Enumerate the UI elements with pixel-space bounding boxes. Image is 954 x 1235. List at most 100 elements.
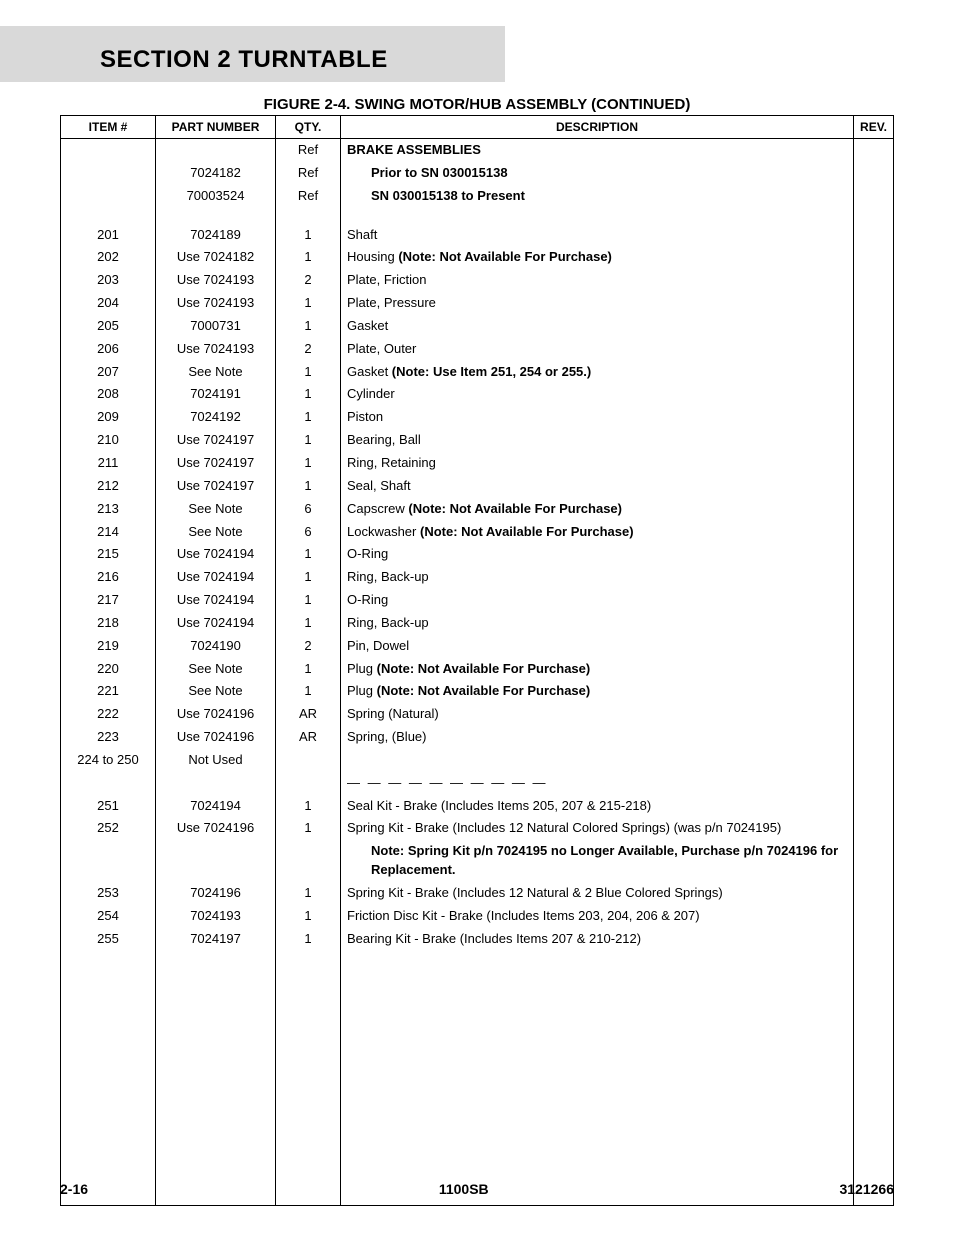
cell-desc: Ring, Back-up bbox=[341, 612, 854, 635]
table-row: 7024182RefPrior to SN 030015138 bbox=[61, 162, 894, 185]
cell-desc: Shaft bbox=[341, 224, 854, 247]
cell-qty: 1 bbox=[276, 882, 341, 905]
cell-qty: 1 bbox=[276, 928, 341, 951]
table-row bbox=[61, 208, 894, 224]
cell-qty: 1 bbox=[276, 795, 341, 818]
table-row: 20970241921Piston bbox=[61, 406, 894, 429]
cell-part: Use 7024196 bbox=[156, 817, 276, 840]
cell-desc: Capscrew (Note: Not Available For Purcha… bbox=[341, 498, 854, 521]
cell-rev bbox=[854, 406, 894, 429]
table-row: 21970241902Pin, Dowel bbox=[61, 635, 894, 658]
cell-part: 7024194 bbox=[156, 795, 276, 818]
table-row: 223Use 7024196ARSpring, (Blue) bbox=[61, 726, 894, 749]
cell-desc: Spring Kit - Brake (Includes 12 Natural … bbox=[341, 817, 854, 840]
table-row: 212Use 70241971Seal, Shaft bbox=[61, 475, 894, 498]
page: SECTION 2 TURNTABLE FIGURE 2-4. SWING MO… bbox=[0, 0, 954, 1235]
table-row: 215Use 70241941O-Ring bbox=[61, 543, 894, 566]
table-row: — — — — — — — — — — bbox=[61, 772, 894, 795]
cell-qty: AR bbox=[276, 703, 341, 726]
cell-part: Not Used bbox=[156, 749, 276, 772]
table-filler bbox=[61, 951, 894, 1206]
cell-qty: 1 bbox=[276, 905, 341, 928]
cell-part: Use 7024194 bbox=[156, 589, 276, 612]
table-row: 25470241931Friction Disc Kit - Brake (In… bbox=[61, 905, 894, 928]
cell-item: 218 bbox=[61, 612, 156, 635]
table-row: 213See Note6Capscrew (Note: Not Availabl… bbox=[61, 498, 894, 521]
cell-rev bbox=[854, 383, 894, 406]
table-row: 204Use 70241931Plate, Pressure bbox=[61, 292, 894, 315]
cell-desc: Plate, Outer bbox=[341, 338, 854, 361]
cell-rev bbox=[854, 315, 894, 338]
table-row: 220See Note1Plug (Note: Not Available Fo… bbox=[61, 658, 894, 681]
cell-part: Use 7024194 bbox=[156, 612, 276, 635]
cell-part: 7000731 bbox=[156, 315, 276, 338]
cell-item bbox=[61, 139, 156, 162]
cell-item: 222 bbox=[61, 703, 156, 726]
cell-desc: Plug (Note: Not Available For Purchase) bbox=[341, 680, 854, 703]
cell-qty: Ref bbox=[276, 139, 341, 162]
cell-qty: Ref bbox=[276, 162, 341, 185]
cell-desc: Bearing Kit - Brake (Includes Items 207 … bbox=[341, 928, 854, 951]
cell-part: Use 7024194 bbox=[156, 543, 276, 566]
cell-item: 224 to 250 bbox=[61, 749, 156, 772]
cell-qty: 2 bbox=[276, 269, 341, 292]
cell-qty: 2 bbox=[276, 635, 341, 658]
table-row: 70003524RefSN 030015138 to Present bbox=[61, 185, 894, 208]
table-row: 206Use 70241932Plate, Outer bbox=[61, 338, 894, 361]
cell-rev bbox=[854, 139, 894, 162]
cell-qty bbox=[276, 840, 341, 882]
cell-item: 215 bbox=[61, 543, 156, 566]
cell-rev bbox=[854, 475, 894, 498]
cell-item: 205 bbox=[61, 315, 156, 338]
table-row: 210Use 70241971Bearing, Ball bbox=[61, 429, 894, 452]
cell-desc: Piston bbox=[341, 406, 854, 429]
cell-rev bbox=[854, 498, 894, 521]
cell-rev bbox=[854, 840, 894, 882]
cell-qty: AR bbox=[276, 726, 341, 749]
col-desc: DESCRIPTION bbox=[341, 116, 854, 139]
cell-part: Use 7024193 bbox=[156, 269, 276, 292]
table-row: 207See Note1Gasket (Note: Use Item 251, … bbox=[61, 361, 894, 384]
cell-qty: 1 bbox=[276, 817, 341, 840]
cell-part: Use 7024197 bbox=[156, 452, 276, 475]
cell-item: 202 bbox=[61, 246, 156, 269]
cell-item: 223 bbox=[61, 726, 156, 749]
cell-item: 206 bbox=[61, 338, 156, 361]
cell-qty: 1 bbox=[276, 224, 341, 247]
cell-rev bbox=[854, 162, 894, 185]
cell-item: 207 bbox=[61, 361, 156, 384]
cell-desc: Note: Spring Kit p/n 7024195 no Longer A… bbox=[341, 840, 854, 882]
cell-desc: Bearing, Ball bbox=[341, 429, 854, 452]
cell-part: 7024192 bbox=[156, 406, 276, 429]
cell-item: 252 bbox=[61, 817, 156, 840]
cell-part: 7024190 bbox=[156, 635, 276, 658]
cell-rev bbox=[854, 589, 894, 612]
cell-rev bbox=[854, 703, 894, 726]
footer-center: 1100SB bbox=[439, 1181, 489, 1197]
cell-qty: 1 bbox=[276, 612, 341, 635]
cell-qty: 1 bbox=[276, 452, 341, 475]
col-rev: REV. bbox=[854, 116, 894, 139]
cell-qty: 1 bbox=[276, 543, 341, 566]
cell-desc: Ring, Retaining bbox=[341, 452, 854, 475]
cell-desc: Spring (Natural) bbox=[341, 703, 854, 726]
cell-part: Use 7024193 bbox=[156, 292, 276, 315]
cell-part: 70003524 bbox=[156, 185, 276, 208]
cell-desc: Plate, Friction bbox=[341, 269, 854, 292]
cell-rev bbox=[854, 452, 894, 475]
cell-part: Use 7024194 bbox=[156, 566, 276, 589]
table-row: 214See Note6Lockwasher (Note: Not Availa… bbox=[61, 521, 894, 544]
cell-part: See Note bbox=[156, 658, 276, 681]
cell-part: 7024197 bbox=[156, 928, 276, 951]
section-title: SECTION 2 TURNTABLE bbox=[60, 32, 894, 74]
cell-part: Use 7024196 bbox=[156, 703, 276, 726]
cell-desc: Cylinder bbox=[341, 383, 854, 406]
cell-part bbox=[156, 840, 276, 882]
cell-qty: 1 bbox=[276, 566, 341, 589]
col-part: PART NUMBER bbox=[156, 116, 276, 139]
cell-qty: 1 bbox=[276, 406, 341, 429]
table-row: 224 to 250Not Used bbox=[61, 749, 894, 772]
cell-rev bbox=[854, 566, 894, 589]
cell-rev bbox=[854, 269, 894, 292]
cell-item: 216 bbox=[61, 566, 156, 589]
